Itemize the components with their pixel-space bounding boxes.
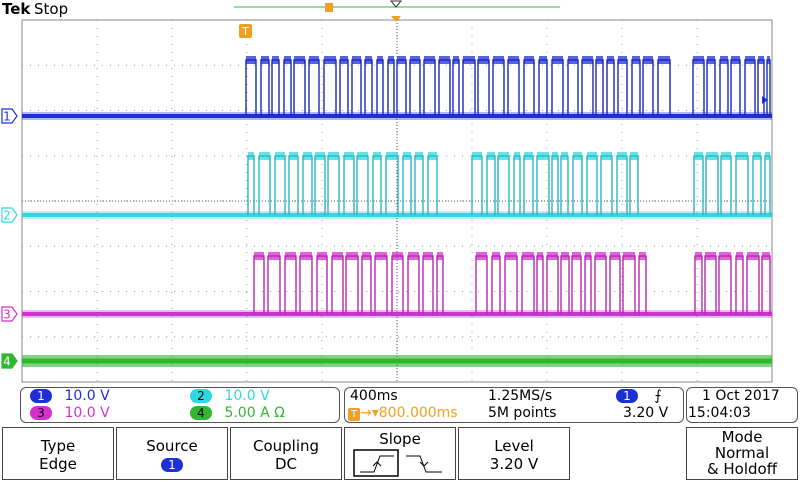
mode-label: Mode bbox=[721, 428, 763, 446]
horizontal-delay[interactable]: T →▾800.000ms bbox=[348, 405, 458, 421]
level-label: Level bbox=[494, 437, 534, 455]
ch1-readout[interactable]: 1 10.0 V bbox=[30, 388, 110, 404]
ch4-badge: 4 bbox=[190, 406, 212, 420]
delay-arrow-icon: →▾ bbox=[360, 405, 379, 421]
ch2-ground-marker: 2 bbox=[1, 207, 18, 223]
source-value-badge: 1 bbox=[161, 458, 183, 472]
type-menu-button[interactable]: Type Edge bbox=[2, 427, 114, 480]
source-menu-button[interactable]: Source 1 bbox=[116, 427, 228, 480]
trigger-position-marker bbox=[391, 16, 401, 22]
slope-icons bbox=[353, 449, 442, 477]
record-position-marker bbox=[325, 3, 333, 12]
falling-slope-icon bbox=[406, 455, 442, 473]
datetime-box bbox=[686, 387, 798, 423]
trigger-source-badge: 1 bbox=[616, 389, 638, 403]
trigger-t-label: T bbox=[241, 25, 249, 38]
ch2-badge: 2 bbox=[190, 389, 212, 403]
ch1-marker-label: 1 bbox=[3, 110, 11, 124]
ch1-badge: 1 bbox=[30, 389, 52, 403]
coupling-label: Coupling bbox=[252, 437, 320, 455]
coupling-menu-button[interactable]: Coupling DC bbox=[230, 427, 342, 480]
ch3-marker-label: 3 bbox=[3, 308, 11, 322]
ch2-readout[interactable]: 2 10.0 V bbox=[190, 388, 270, 404]
date: 1 Oct 2017 bbox=[702, 388, 780, 404]
ch3-readout[interactable]: 3 10.0 V bbox=[30, 405, 110, 421]
ch4-readout[interactable]: 4 5.00 A Ω bbox=[190, 405, 285, 421]
ch2-scale: 10.0 V bbox=[224, 388, 270, 404]
mode-holdoff: & Holdoff bbox=[706, 460, 778, 478]
level-menu-button[interactable]: Level 3.20 V bbox=[458, 427, 570, 480]
channel-readouts bbox=[20, 387, 340, 423]
coupling-value: DC bbox=[274, 455, 298, 473]
ch3-ground-marker: 3 bbox=[1, 306, 18, 322]
brand-logo: Tek bbox=[2, 0, 31, 18]
time: 15:04:03 bbox=[688, 405, 751, 421]
type-label: Type bbox=[40, 437, 76, 455]
ch2-marker-label: 2 bbox=[3, 209, 11, 223]
level-value: 3.20 V bbox=[489, 455, 539, 473]
acquisition-state: Stop bbox=[34, 0, 69, 18]
mode-menu-button[interactable]: Mode Normal & Holdoff bbox=[686, 427, 798, 480]
source-label: Source bbox=[146, 437, 198, 455]
type-value: Edge bbox=[39, 455, 77, 473]
record-length: 5M points bbox=[488, 405, 557, 421]
mode-value: Normal bbox=[714, 444, 770, 462]
delay-value: 800.000ms bbox=[378, 405, 458, 421]
slope-label: Slope bbox=[379, 430, 421, 448]
horizontal-scale[interactable]: 400ms bbox=[350, 388, 398, 404]
slope-menu-button[interactable]: Slope bbox=[344, 427, 456, 480]
trigger-level-readout: 3.20 V bbox=[623, 405, 669, 421]
trigger-icon: T bbox=[348, 408, 360, 421]
ch3-scale: 10.0 V bbox=[64, 405, 110, 421]
ch4-marker-label: 4 bbox=[3, 355, 11, 369]
ch1-ground-marker: 1 bbox=[1, 108, 18, 124]
ch4-scale: 5.00 A Ω bbox=[224, 405, 285, 421]
sample-rate: 1.25MS/s bbox=[488, 388, 553, 404]
waveform-display: T 1 2 3 4 bbox=[1, 0, 773, 383]
ch3-badge: 3 bbox=[30, 406, 52, 420]
expansion-point-marker bbox=[389, 0, 403, 8]
rising-edge-icon: ⨍ bbox=[654, 388, 662, 404]
ch1-scale: 10.0 V bbox=[64, 388, 110, 404]
trigger-source-readout: 1 ⨍ bbox=[616, 388, 662, 404]
ch4-ground-marker: 4 bbox=[1, 353, 18, 369]
trigger-t-marker bbox=[239, 24, 252, 38]
